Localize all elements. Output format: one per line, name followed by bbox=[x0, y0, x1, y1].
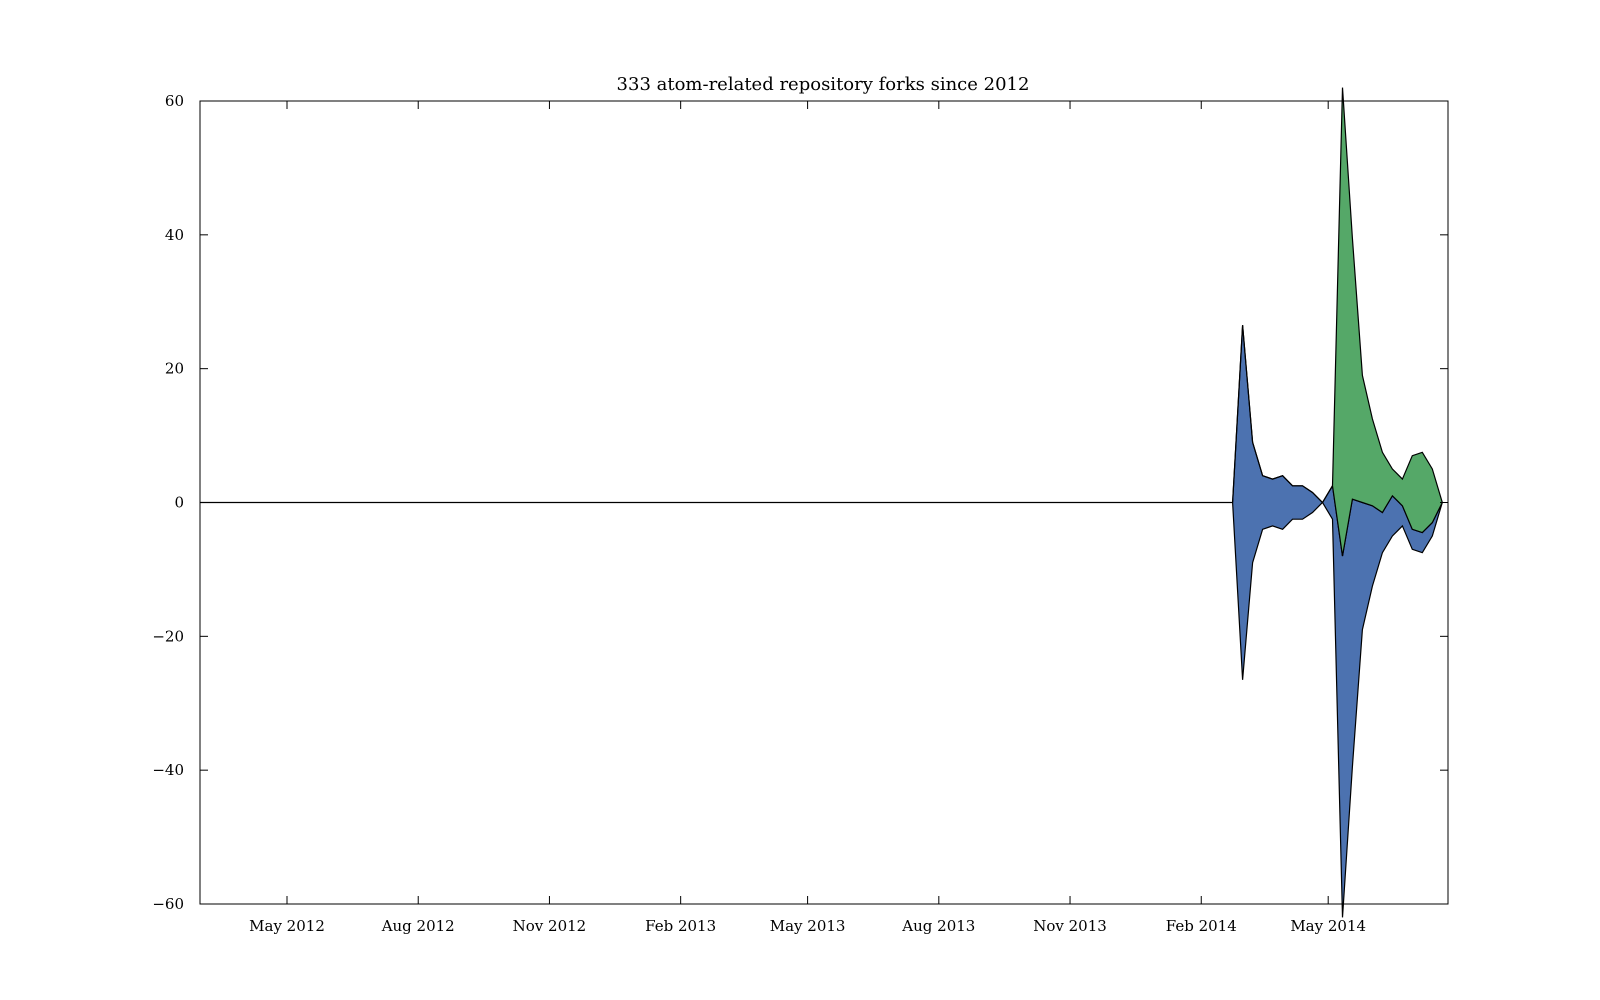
x-tick-label: Feb 2014 bbox=[1166, 917, 1237, 935]
y-tick-label: 40 bbox=[165, 226, 184, 244]
x-tick-label: May 2012 bbox=[249, 917, 325, 935]
y-tick-label: 0 bbox=[174, 494, 184, 512]
chart-title: 333 atom-related repository forks since … bbox=[617, 74, 1030, 95]
y-tick-label: 60 bbox=[165, 92, 184, 110]
x-tick-label: May 2013 bbox=[770, 917, 846, 935]
x-tick-label: Nov 2013 bbox=[1033, 917, 1107, 935]
x-tick-label: Feb 2013 bbox=[645, 917, 716, 935]
x-tick-label: Aug 2012 bbox=[381, 917, 455, 935]
x-axis: May 2012 Aug 2012 Nov 2012 Feb 2013 May 2013… bbox=[249, 101, 1366, 935]
y-tick-label: −20 bbox=[152, 627, 184, 645]
y-tick-label: −60 bbox=[152, 895, 184, 913]
stream-areas bbox=[1231, 87, 1443, 918]
y-axis: 60 40 20 0 −20 −40 −60 bbox=[152, 92, 1448, 913]
x-tick-label: Nov 2012 bbox=[513, 917, 587, 935]
x-tick-label: May 2014 bbox=[1290, 917, 1366, 935]
y-tick-label: −40 bbox=[152, 761, 184, 779]
y-tick-label: 20 bbox=[165, 360, 184, 378]
x-tick-label: Aug 2013 bbox=[901, 917, 975, 935]
